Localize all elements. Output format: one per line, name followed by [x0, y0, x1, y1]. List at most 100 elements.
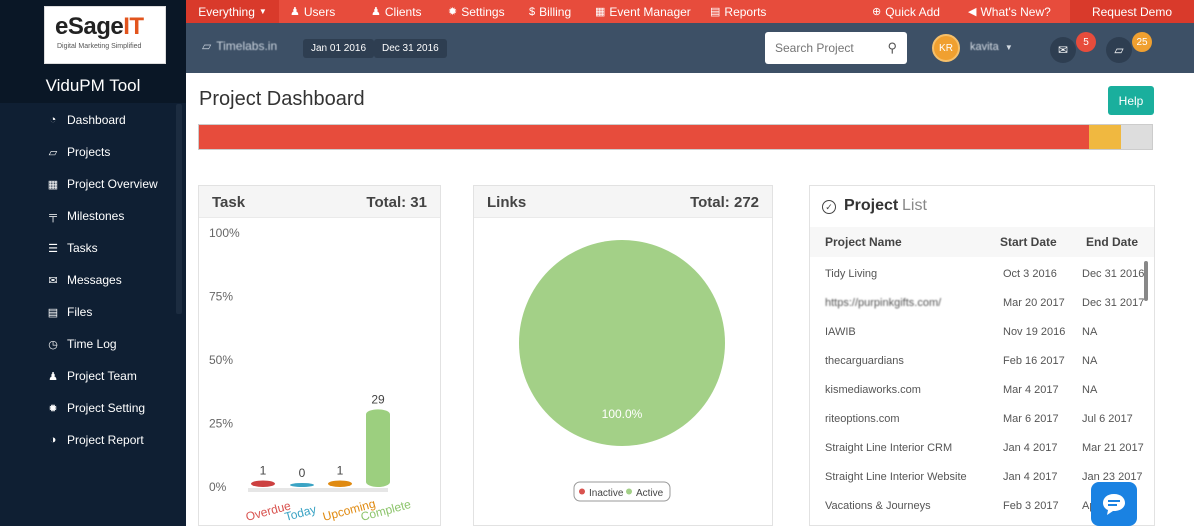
project-list-scrollbar[interactable] — [1144, 261, 1148, 301]
topnav-settings[interactable]: ✹ Settings — [448, 0, 505, 23]
sidebar-item-project-setting[interactable]: ✹ Project Setting — [0, 392, 175, 424]
chat-button[interactable] — [1091, 482, 1137, 526]
projects-button[interactable]: ▱ — [1106, 37, 1132, 63]
sidebar-item-project-overview[interactable]: ▦ Project Overview — [0, 168, 175, 200]
everything-dropdown[interactable]: Everything ▼ — [186, 0, 279, 23]
sidebar-item-project-team[interactable]: ♟ Project Team — [0, 360, 175, 392]
start-date-cell: Mar 4 2017 — [1003, 384, 1059, 396]
progress-segment — [1089, 125, 1122, 149]
pie-legend-box — [573, 481, 671, 502]
end-date-cell: Dec 31 2016 — [1082, 268, 1145, 280]
bullhorn-icon: ◀ — [968, 6, 977, 18]
column-project-name[interactable]: Project Name — [825, 235, 902, 249]
topnav-label: Settings — [461, 4, 505, 19]
folder-open-icon: ▱ — [202, 39, 212, 53]
sidebar: eSageIT Digital Marketing Simplified Vid… — [0, 0, 186, 526]
task-panel-header: Task Total: 31 — [199, 186, 440, 218]
start-date-cell: Jan 4 2017 — [1003, 471, 1058, 483]
gear-icon: ✹ — [48, 402, 58, 415]
dollar-icon: $ — [529, 5, 536, 18]
envelope-icon: ✉ — [48, 274, 58, 287]
quick-add-label: Quick Add — [885, 4, 940, 19]
whats-new-label: What's New? — [980, 4, 1051, 19]
request-demo-label: Request Demo — [1091, 4, 1173, 19]
sidebar-scrollbar[interactable] — [176, 104, 182, 314]
topnav-event-manager[interactable]: ▦ Event Manager — [595, 0, 691, 23]
start-date-cell: Jan 4 2017 — [1003, 442, 1058, 454]
topnav-users[interactable]: ♟ Users — [290, 0, 335, 23]
sidebar-item-files[interactable]: ▤ Files — [0, 296, 175, 328]
y-tick-label: 75% — [209, 290, 233, 304]
logo-tagline: Digital Marketing Simplified — [57, 43, 142, 50]
sidebar-item-milestones[interactable]: ╤ Milestones — [0, 200, 175, 232]
sidebar-item-dashboard[interactable]: ◔ Dashboard — [0, 104, 175, 136]
table-row[interactable]: IAWIB Nov 19 2016 NA — [810, 318, 1156, 347]
search-icon[interactable]: ⚲ — [887, 40, 897, 55]
y-tick-label: 0% — [209, 480, 227, 494]
bar-value-label: 1 — [260, 463, 267, 477]
sidebar-item-label: Project Report — [67, 433, 144, 447]
messages-badge: 5 — [1076, 32, 1096, 52]
help-button[interactable]: Help — [1108, 86, 1154, 115]
project-name-cell: thecarguardians — [825, 355, 904, 367]
table-row[interactable]: riteoptions.com Mar 6 2017 Jul 6 2017 — [810, 405, 1156, 434]
start-date-cell: Feb 3 2017 — [1003, 500, 1059, 512]
sidebar-item-tasks[interactable]: ☰ Tasks — [0, 232, 175, 264]
sidebar-item-label: Project Team — [67, 369, 137, 383]
topnav-clients[interactable]: ♟ Clients — [371, 0, 422, 23]
logo-text: eSageIT — [55, 13, 144, 40]
logo[interactable]: eSageIT Digital Marketing Simplified — [44, 6, 166, 64]
project-name-cell: https://purpinkgifts.com/ — [825, 297, 942, 309]
avatar[interactable]: KR — [932, 34, 960, 62]
search-input[interactable] — [765, 32, 883, 64]
end-date-cell: NA — [1082, 326, 1098, 338]
users-icon: ♟ — [290, 6, 300, 18]
y-tick-label: 25% — [209, 417, 233, 431]
end-date-chip[interactable]: Dec 31 2016 — [374, 39, 447, 58]
start-date-chip[interactable]: Jan 01 2016 — [303, 39, 375, 58]
sidebar-item-time-log[interactable]: ◷ Time Log — [0, 328, 175, 360]
project-selector[interactable]: ▱ Timelabs.in — [202, 39, 277, 53]
sidebar-item-project-report[interactable]: ◑ Project Report — [0, 424, 175, 456]
topnav-reports[interactable]: ▤ Reports — [710, 0, 766, 23]
folder-open-icon: ▱ — [1114, 43, 1124, 57]
end-date-cell: Jul 6 2017 — [1082, 413, 1133, 425]
messages-button[interactable]: ✉ — [1050, 37, 1076, 63]
end-date-cell: NA — [1082, 355, 1098, 367]
column-start-date[interactable]: Start Date — [1000, 235, 1057, 249]
chat-bubble-icon — [1103, 494, 1125, 515]
pie-slice-label: 100.0% — [602, 407, 643, 421]
clock-icon: ◷ — [48, 338, 58, 351]
start-date-cell: Mar 6 2017 — [1003, 413, 1059, 425]
grid-icon: ▦ — [47, 178, 59, 191]
table-row[interactable]: thecarguardians Feb 16 2017 NA — [810, 347, 1156, 376]
clients-icon: ♟ — [371, 6, 381, 18]
top-nav: Everything ▼ ♟ Users ♟ Clients ✹ Settings $ Bil… — [186, 0, 1194, 23]
table-row[interactable]: Straight Line Interior CRM Jan 4 2017 Mar … — [810, 434, 1156, 463]
start-date-cell: Feb 16 2017 — [1003, 355, 1065, 367]
quick-add-button[interactable]: ⊕ Quick Add — [872, 0, 940, 23]
topnav-billing[interactable]: $ Billing — [529, 0, 571, 23]
table-row[interactable]: https://purpinkgifts.com/Mar 20 2017 Dec … — [810, 289, 1156, 318]
sidebar-item-label: Projects — [67, 145, 111, 159]
report-icon: ▤ — [710, 6, 721, 18]
whats-new-button[interactable]: ◀ What's New? — [968, 0, 1051, 23]
links-panel-title: Links — [487, 194, 527, 211]
column-end-date[interactable]: End Date — [1086, 235, 1139, 249]
tool-title: ViduPM Tool — [45, 76, 141, 95]
bar-value-label: 1 — [337, 463, 344, 477]
search-box: ⚲ — [765, 32, 907, 64]
table-row[interactable]: Straight Line Interior Website Jan 4 2017… — [810, 463, 1156, 492]
sidebar-item-label: Project Overview — [67, 177, 158, 191]
topnav-label: Billing — [539, 4, 572, 19]
sidebar-item-projects[interactable]: ▱ Projects — [0, 136, 175, 168]
sidebar-item-messages[interactable]: ✉ Messages — [0, 264, 175, 296]
file-icon: ▤ — [47, 306, 59, 319]
table-row[interactable]: kismediaworks.com Mar 4 2017 NA — [810, 376, 1156, 405]
bar-complete — [366, 409, 390, 487]
table-row[interactable]: Tidy Living Oct 3 2016 Dec 31 2016 — [810, 260, 1156, 289]
user-menu[interactable]: kavita ▼ — [970, 41, 1013, 53]
project-name: Timelabs.in — [216, 39, 278, 53]
calendar-icon: ▦ — [595, 6, 606, 18]
request-demo-button[interactable]: Request Demo — [1070, 0, 1194, 23]
